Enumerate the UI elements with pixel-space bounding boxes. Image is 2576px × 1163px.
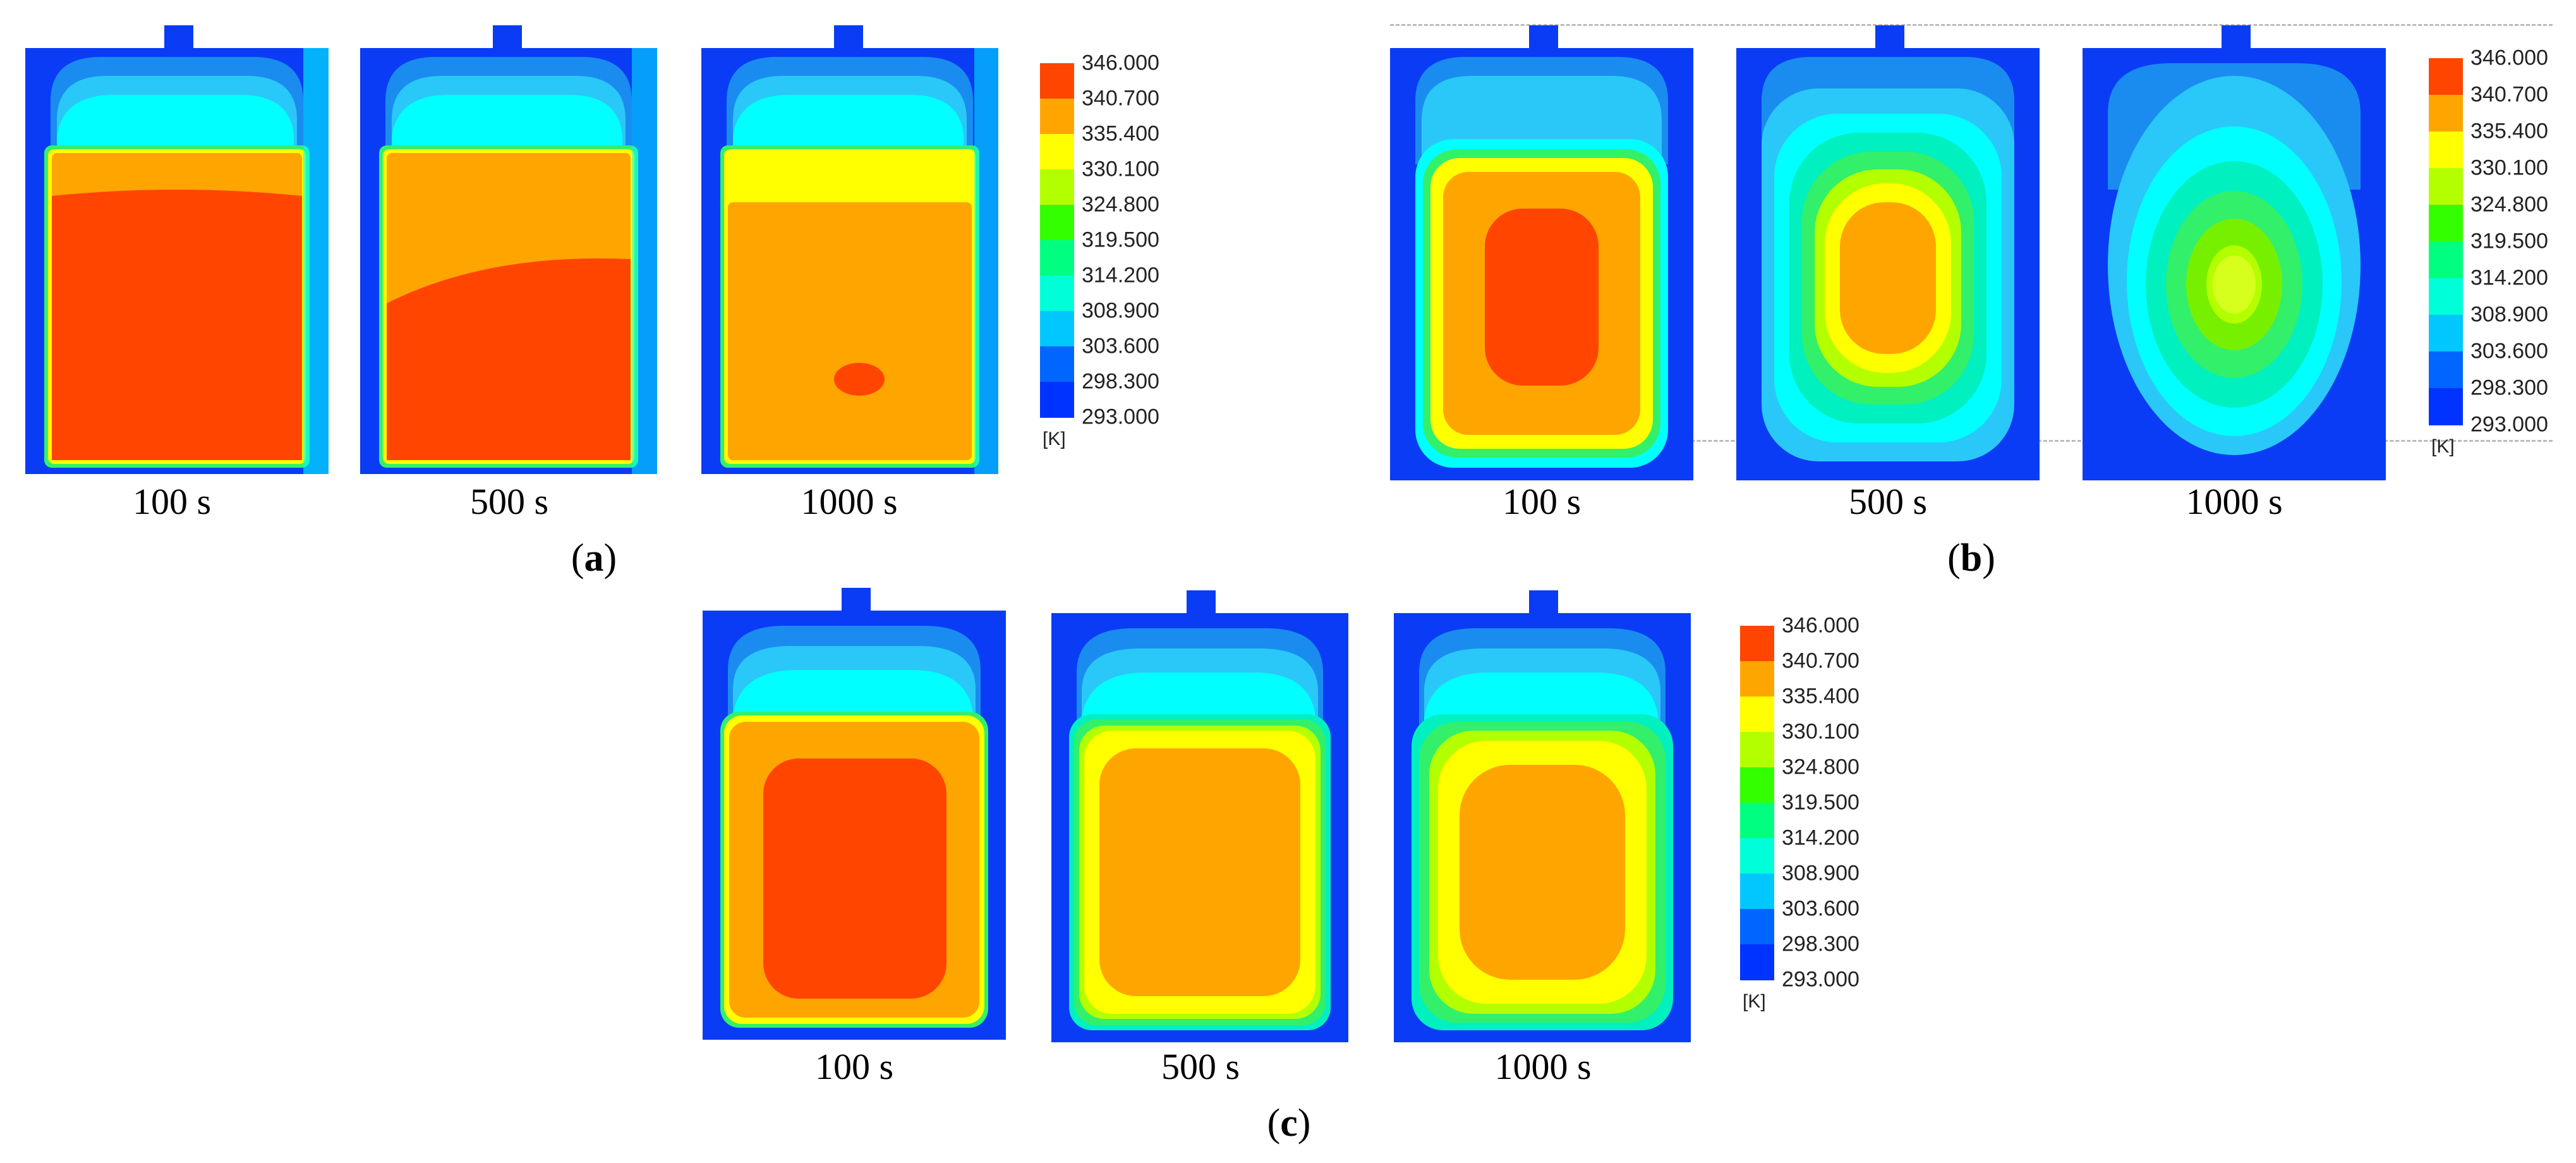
panel-b-legend-tick-label: 346.000 bbox=[2470, 46, 2548, 70]
panel-a-legend-swatch bbox=[1040, 134, 1074, 170]
panel-b-legend-tick-label: 293.000 bbox=[2470, 412, 2548, 437]
panel-b-label: (b) bbox=[1947, 537, 1995, 580]
panel-a-legend-tick-label: 319.500 bbox=[1082, 228, 1159, 252]
panel-c-legend-swatch bbox=[1740, 838, 1774, 874]
panel-c-legend-tick-label: 335.400 bbox=[1782, 684, 1859, 709]
panel-b-legend-tick-label: 303.600 bbox=[2470, 339, 2548, 363]
panel-b-legend: 346.000 340.700 335.400 330.100 324.800 319.5… bbox=[2429, 46, 2576, 469]
panel-a-legend-swatch bbox=[1040, 99, 1074, 135]
panel-a-legend-tick-label: 308.900 bbox=[1082, 298, 1159, 323]
panel-c-legend-swatch bbox=[1740, 803, 1774, 839]
panel-b-legend-tick-label: 324.800 bbox=[2470, 192, 2548, 217]
panel-a-plot-100s bbox=[25, 25, 329, 474]
panel-b-legend-swatch bbox=[2429, 58, 2463, 95]
panel-c-legend-tick-label: 303.600 bbox=[1782, 896, 1859, 921]
panel-a-legend-tick-label: 340.700 bbox=[1082, 86, 1159, 111]
panel-c-legend-swatch bbox=[1740, 661, 1774, 697]
panel-a-legend-tick-label: 324.800 bbox=[1082, 192, 1159, 217]
panel-b-legend-tick-label: 314.200 bbox=[2470, 265, 2548, 290]
panel-b-legend-swatch bbox=[2429, 315, 2463, 352]
panel-a-legend-tick-label: 298.300 bbox=[1082, 369, 1159, 394]
panel-a-legend-tick-label: 335.400 bbox=[1082, 121, 1159, 146]
panel-c-plot-500s bbox=[1051, 590, 1348, 1042]
panel-c-legend-tick-label: 298.300 bbox=[1782, 932, 1859, 956]
panel-a-legend-swatch bbox=[1040, 346, 1074, 382]
panel-a-legend-swatch bbox=[1040, 169, 1074, 205]
panel-c-legend-swatch bbox=[1740, 697, 1774, 733]
panel-b-legend-tick-label: 308.900 bbox=[2470, 302, 2548, 327]
panel-c-legend-tick-label: 314.200 bbox=[1782, 825, 1859, 850]
panel-c-legend-swatch bbox=[1740, 626, 1774, 662]
panel-a-legend-swatch bbox=[1040, 205, 1074, 241]
panel-b-legend-unit: [K] bbox=[2431, 436, 2455, 457]
panel-b-legend-swatch bbox=[2429, 278, 2463, 315]
panel-c-caption-500s: 500 s bbox=[1161, 1046, 1240, 1087]
panel-c-label: (c) bbox=[1267, 1102, 1311, 1145]
panel-a-caption-500s: 500 s bbox=[469, 481, 549, 522]
panel-c-legend-tick-label: 340.700 bbox=[1782, 648, 1859, 673]
panel-c-plot-100s bbox=[703, 588, 1006, 1040]
panel-b-plot-500s bbox=[1736, 25, 2040, 480]
panel-a-legend-swatch bbox=[1040, 382, 1074, 418]
panel-c-legend-swatch bbox=[1740, 732, 1774, 768]
panel-b-plot-1000s bbox=[2083, 25, 2386, 480]
panel-b-legend-swatch bbox=[2429, 168, 2463, 205]
panel-b-legend-swatch bbox=[2429, 351, 2463, 389]
panel-c-legend-swatch bbox=[1740, 944, 1774, 980]
panel-a-legend-unit: [K] bbox=[1043, 429, 1066, 449]
panel-b-legend-tick-label: 330.100 bbox=[2470, 155, 2548, 180]
panel-c-legend-tick-label: 308.900 bbox=[1782, 861, 1859, 886]
panel-a-caption-1000s: 1000 s bbox=[801, 481, 898, 522]
panel-c-caption-1000s: 1000 s bbox=[1494, 1046, 1592, 1087]
panel-c-legend-swatch bbox=[1740, 909, 1774, 945]
panel-b-caption-500s: 500 s bbox=[1848, 481, 1928, 522]
panel-b-caption-1000s: 1000 s bbox=[2186, 481, 2283, 522]
panel-c-legend-tick-label: 330.100 bbox=[1782, 719, 1859, 744]
panel-c-legend: 346.000 340.700 335.400 330.100 324.800 319.5… bbox=[1740, 614, 1904, 1024]
panel-c-legend-unit: [K] bbox=[1743, 991, 1766, 1012]
panel-b-legend-swatch bbox=[2429, 205, 2463, 242]
panel-b-legend-tick-label: 298.300 bbox=[2470, 375, 2548, 400]
panel-a-legend-swatch bbox=[1040, 63, 1074, 99]
panel-a-legend-tick-label: 346.000 bbox=[1082, 51, 1159, 75]
panel-b-legend-swatch bbox=[2429, 241, 2463, 279]
panel-c-legend-tick-label: 324.800 bbox=[1782, 755, 1859, 779]
panel-a-legend-tick-label: 314.200 bbox=[1082, 263, 1159, 288]
panel-a-plot-500s bbox=[360, 25, 657, 474]
panel-a-caption-100s: 100 s bbox=[132, 481, 212, 522]
panel-b-legend-tick-label: 335.400 bbox=[2470, 119, 2548, 143]
panel-b-legend-swatch bbox=[2429, 95, 2463, 132]
panel-a-legend-swatch bbox=[1040, 311, 1074, 347]
panel-b-legend-tick-label: 340.700 bbox=[2470, 82, 2548, 107]
panel-c-legend-swatch bbox=[1740, 874, 1774, 910]
panel-c-legend-tick-label: 319.500 bbox=[1782, 790, 1859, 815]
panel-b-legend-swatch bbox=[2429, 131, 2463, 169]
panel-a-legend-tick-label: 293.000 bbox=[1082, 405, 1159, 429]
panel-a-plot-1000s bbox=[701, 25, 998, 474]
panel-c-legend-tick-label: 293.000 bbox=[1782, 967, 1859, 992]
panel-b-caption-100s: 100 s bbox=[1502, 481, 1581, 522]
panel-a-label: (a) bbox=[571, 537, 617, 580]
panel-c-plot-1000s bbox=[1394, 590, 1691, 1042]
panel-a-legend: 346.000 340.700 335.400 330.100 324.800 319.5… bbox=[1040, 51, 1204, 461]
panel-c-caption-100s: 100 s bbox=[814, 1046, 894, 1087]
panel-b-plot-100s bbox=[1390, 25, 1693, 480]
panel-a-legend-tick-label: 303.600 bbox=[1082, 334, 1159, 358]
panel-a-legend-swatch bbox=[1040, 276, 1074, 312]
panel-a-legend-tick-label: 330.100 bbox=[1082, 157, 1159, 181]
panel-b-dashed-line-top bbox=[1390, 24, 2553, 26]
panel-c-legend-swatch bbox=[1740, 767, 1774, 803]
panel-b-legend-swatch bbox=[2429, 388, 2463, 425]
panel-c-legend-tick-label: 346.000 bbox=[1782, 613, 1859, 638]
panel-b-legend-tick-label: 319.500 bbox=[2470, 229, 2548, 253]
panel-a-legend-swatch bbox=[1040, 240, 1074, 276]
